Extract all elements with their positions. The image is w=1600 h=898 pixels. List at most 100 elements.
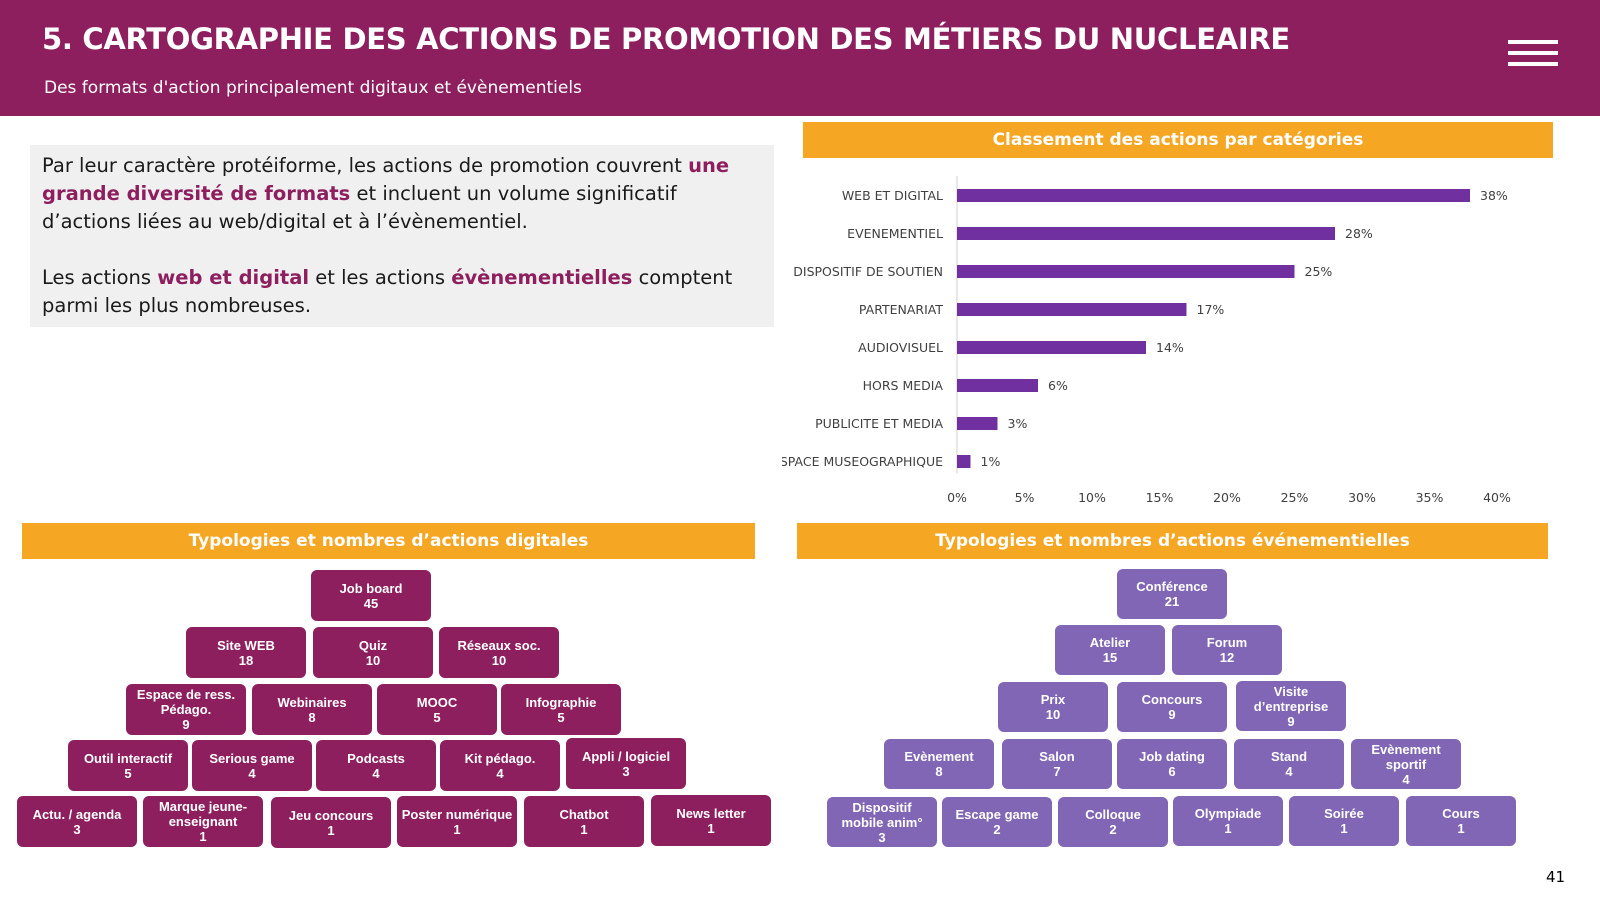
hamburger-menu-icon[interactable] (1508, 38, 1558, 70)
chart-bar (957, 417, 998, 430)
action-count: 1 (1224, 821, 1232, 836)
action-label: Webinaires (277, 694, 347, 710)
action-count: 9 (1287, 713, 1295, 729)
digital-section-title: Typologies et nombres d’actions digitale… (22, 523, 755, 559)
action-label: Job board (339, 580, 403, 596)
chart-category-label: WEB ET DIGITAL (842, 188, 943, 203)
chart-x-tick-label: 15% (1146, 490, 1174, 505)
header-banner: 5. CARTOGRAPHIE DES ACTIONS DE PROMOTION… (0, 0, 1600, 116)
action-count: 10 (1045, 707, 1061, 722)
action-count: 3 (878, 829, 886, 845)
chart-section-title: Classement des actions par catégories (803, 122, 1553, 158)
chart-x-tick-label: 35% (1416, 490, 1444, 505)
digital-action-box: Serious game 4 (192, 740, 312, 791)
digital-action-box: MOOC 5 (377, 684, 497, 735)
action-label: Kit pédago. (464, 750, 536, 766)
chart-x-tick-label: 25% (1281, 490, 1309, 505)
category-bar-chart: WEB ET DIGITAL 38% EVENEMENTIEL 28% DISPOSIT… (782, 176, 1511, 505)
digital-action-box: Kit pédago. 4 (440, 740, 560, 791)
event-action-box: Forum 12 (1172, 625, 1282, 675)
event-action-box: Olympiade 1 (1173, 796, 1283, 846)
digital-action-box: Infographie 5 (501, 684, 621, 735)
action-label: Dispositif mobile anim° (841, 799, 923, 830)
action-count: 3 (622, 763, 630, 779)
action-count: 3 (73, 821, 81, 837)
action-label: Salon (1039, 749, 1075, 764)
action-count: 1 (1457, 821, 1465, 836)
chart-bar (957, 265, 1295, 278)
action-label: Atelier (1089, 635, 1131, 650)
action-count: 9 (182, 717, 190, 732)
action-label: Evènement (904, 749, 974, 764)
intro-paragraph-1: Par leur caractère protéiforme, les acti… (42, 154, 730, 233)
action-label: Olympiade (1194, 806, 1262, 821)
digital-action-box: Job board 45 (311, 570, 431, 621)
digital-action-box: Marque jeune-enseignant 1 (143, 796, 263, 847)
chart-x-tick-label: 30% (1348, 490, 1376, 505)
action-label: Visite d’entreprise (1253, 683, 1329, 714)
chart-category-label: HORS MEDIA (863, 378, 944, 393)
page-title: 5. CARTOGRAPHIE DES ACTIONS DE PROMOTION… (42, 22, 1290, 56)
action-count: 45 (363, 595, 379, 611)
chart-value-label: 38% (1480, 188, 1508, 203)
action-count: 8 (308, 709, 316, 725)
event-action-box: Atelier 15 (1055, 625, 1165, 675)
action-count: 1 (580, 821, 588, 837)
digital-action-box: Poster numérique 1 (397, 796, 517, 847)
action-label: Marque jeune-enseignant (158, 799, 248, 829)
chart-x-tick-label: 10% (1078, 490, 1106, 505)
event-action-box: Conférence 21 (1117, 569, 1227, 619)
chart-bar (957, 379, 1038, 392)
chart-value-label: 14% (1156, 340, 1184, 355)
digital-action-box: Podcasts 4 (316, 740, 436, 791)
digital-action-box: Outil interactif 5 (68, 740, 188, 791)
action-count: 10 (491, 652, 507, 668)
digital-action-box: Site WEB 18 (186, 627, 306, 678)
event-action-box: Evènement sportif 4 (1351, 739, 1461, 789)
action-count: 4 (1285, 764, 1293, 779)
event-action-box: Visite d’entreprise 9 (1236, 681, 1346, 731)
action-label: Infographie (525, 694, 597, 710)
action-count: 1 (327, 822, 335, 838)
page-subtitle: Des formats d'action principalement digi… (44, 78, 582, 98)
event-action-box: Prix 10 (998, 682, 1108, 732)
action-label: Chatbot (559, 806, 609, 822)
action-count: 1 (199, 829, 207, 844)
action-label: Quiz (358, 637, 388, 653)
digital-action-box: Chatbot 1 (524, 796, 644, 847)
action-label: News letter (676, 805, 746, 821)
action-label: Espace de ress. Pédago. (136, 687, 236, 717)
action-label: Actu. / agenda (32, 806, 122, 822)
chart-bar (957, 227, 1335, 240)
action-count: 1 (707, 820, 715, 836)
digital-action-box: Espace de ress. Pédago. 9 (126, 684, 246, 735)
event-action-box: Salon 7 (1002, 739, 1112, 789)
digital-action-box: Jeu concours 1 (271, 797, 391, 848)
action-count: 21 (1164, 594, 1180, 609)
action-count: 18 (238, 652, 254, 668)
action-label: Soirée (1324, 806, 1364, 821)
action-count: 5 (124, 765, 132, 781)
event-action-box: Soirée 1 (1289, 796, 1399, 846)
digital-action-box: Appli / logiciel 3 (566, 738, 686, 789)
chart-x-tick-label: 5% (1015, 490, 1035, 505)
action-label: Forum (1206, 635, 1248, 650)
action-count: 1 (453, 821, 461, 837)
action-label: Podcasts (347, 750, 405, 766)
chart-x-tick-label: 40% (1483, 490, 1511, 505)
action-label: Colloque (1085, 807, 1141, 822)
action-count: 15 (1102, 650, 1118, 665)
event-action-box: Escape game 2 (942, 797, 1052, 847)
action-label: Prix (1040, 692, 1066, 707)
event-action-box: Evènement 8 (884, 739, 994, 789)
action-count: 4 (1402, 771, 1410, 787)
chart-bar (957, 341, 1146, 354)
digital-action-box: Quiz 10 (313, 627, 433, 678)
action-label: Poster numérique (401, 806, 513, 822)
chart-category-label: ESPACE MUSEOGRAPHIQUE (782, 454, 943, 469)
action-label: Concours (1141, 692, 1203, 707)
action-count: 7 (1053, 764, 1061, 779)
action-label: Site WEB (217, 637, 275, 653)
action-label: Réseaux soc. (457, 637, 541, 653)
chart-category-label: EVENEMENTIEL (847, 226, 943, 241)
